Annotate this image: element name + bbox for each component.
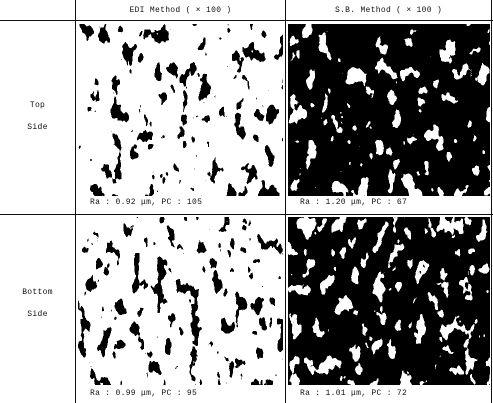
caption: Ra : 0.99 μm, PC : 95 — [76, 389, 197, 398]
rule — [491, 0, 492, 403]
column-header: S.B. Method ( × 100 ) — [286, 6, 491, 15]
row-label-text: Bottom Side — [21, 282, 55, 326]
micrograph — [78, 217, 283, 385]
micrograph — [78, 24, 283, 196]
column-header: EDI Method ( × 100 ) — [76, 6, 285, 15]
caption: Ra : 1.20 μm, PC : 67 — [286, 198, 407, 207]
caption: Ra : 0.92 μm, PC : 105 — [76, 198, 202, 207]
micrograph — [288, 24, 490, 196]
micrograph — [288, 217, 490, 385]
row-label: Top Side — [0, 95, 75, 139]
page: EDI Method ( × 100 ) S.B. Method ( × 100… — [0, 0, 493, 403]
row-label-text: Top Side — [21, 95, 55, 139]
rule — [0, 214, 493, 215]
rule — [0, 20, 493, 21]
row-label: Bottom Side — [0, 282, 75, 326]
caption: Ra : 1.01 μm, PC : 72 — [286, 389, 407, 398]
